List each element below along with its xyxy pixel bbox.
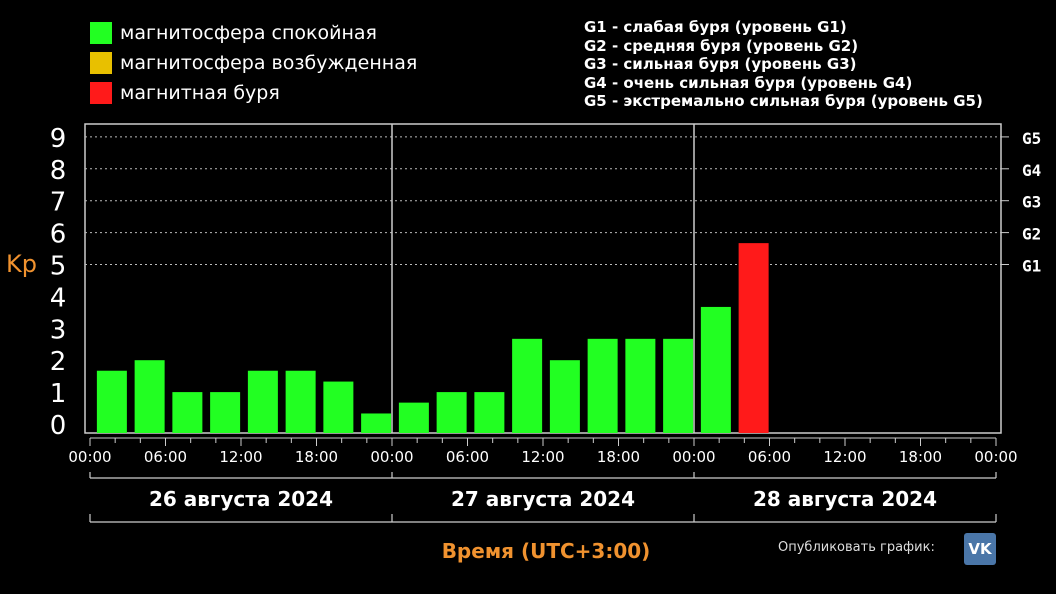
kp-bar bbox=[663, 338, 694, 433]
kp-bar bbox=[172, 392, 203, 433]
storm-level-g2: G2 - средняя буря (уровень G2) bbox=[584, 36, 859, 55]
g-level-label: G2 bbox=[1022, 225, 1041, 244]
kp-bar bbox=[625, 338, 656, 433]
day-label: 28 августа 2024 bbox=[753, 487, 937, 511]
kp-bar bbox=[738, 243, 769, 433]
vk-icon-text: VK bbox=[968, 540, 992, 558]
day-label: 27 августа 2024 bbox=[451, 487, 635, 511]
y-tick-label: 8 bbox=[50, 156, 67, 186]
plot-frame bbox=[84, 123, 1002, 434]
x-tick-label: 12:00 bbox=[521, 448, 564, 466]
x-tick-label: 18:00 bbox=[597, 448, 640, 466]
kp-bar bbox=[512, 338, 543, 433]
kp-bar bbox=[549, 360, 580, 433]
kp-bar bbox=[285, 370, 316, 433]
legend-swatch bbox=[90, 22, 112, 44]
legend-label: магнитосфера возбужденная bbox=[120, 52, 418, 74]
g-level-label: G5 bbox=[1022, 129, 1041, 148]
kp-bar bbox=[398, 402, 429, 433]
day-label: 26 августа 2024 bbox=[149, 487, 333, 511]
legend-label: магнитная буря bbox=[120, 82, 280, 104]
kp-bar bbox=[474, 392, 505, 433]
x-tick-label: 00:00 bbox=[672, 448, 715, 466]
y-tick-label: 4 bbox=[50, 283, 67, 313]
y-tick-label: 1 bbox=[50, 379, 67, 409]
x-tick-label: 12:00 bbox=[219, 448, 262, 466]
publish-label: Опубликовать график: bbox=[778, 540, 935, 555]
legend: магнитосфера спокойная магнитосфера возб… bbox=[90, 18, 417, 108]
storm-level-g1: G1 - слабая буря (уровень G1) bbox=[584, 18, 847, 36]
y-tick-label: 3 bbox=[50, 315, 67, 345]
storm-level-legend: G1 - слабая буря (уровень G1) G2 - средн… bbox=[584, 18, 983, 111]
legend-swatch bbox=[90, 82, 112, 104]
kp-bar bbox=[361, 413, 392, 433]
kp-bar bbox=[436, 392, 467, 433]
y-tick-label: 5 bbox=[50, 252, 67, 282]
y-tick-label: 7 bbox=[50, 188, 67, 218]
x-tick-label: 00:00 bbox=[974, 448, 1017, 466]
g-level-label: G1 bbox=[1022, 257, 1041, 276]
x-tick-label: 06:00 bbox=[748, 448, 791, 466]
legend-item-excited: магнитосфера возбужденная bbox=[90, 48, 417, 78]
x-tick-label: 00:00 bbox=[68, 448, 111, 466]
g-level-label: G4 bbox=[1022, 161, 1041, 180]
x-tick-label: 06:00 bbox=[144, 448, 187, 466]
storm-level-g3: G3 - сильная буря (уровень G3) bbox=[584, 55, 857, 73]
legend-label: магнитосфера спокойная bbox=[120, 22, 377, 44]
storm-level-g4: G4 - очень сильная буря (уровень G4) bbox=[584, 73, 913, 92]
x-tick-label: 06:00 bbox=[446, 448, 489, 466]
y-tick-label: 9 bbox=[50, 124, 67, 154]
g-level-label: G3 bbox=[1022, 193, 1041, 212]
y-tick-label: 6 bbox=[50, 220, 67, 250]
x-tick-label: 18:00 bbox=[295, 448, 338, 466]
kp-bar bbox=[96, 370, 127, 433]
kp-bar bbox=[587, 338, 618, 433]
legend-item-storm: магнитная буря bbox=[90, 78, 417, 108]
storm-level-g5: G5 - экстремально сильная буря (уровень … bbox=[584, 92, 983, 110]
y-tick-label: 0 bbox=[50, 411, 67, 441]
y-tick-label: 2 bbox=[50, 347, 67, 377]
legend-item-quiet: магнитосфера спокойная bbox=[90, 18, 417, 48]
vk-share-icon[interactable]: VK bbox=[964, 533, 996, 565]
legend-swatch bbox=[90, 52, 112, 74]
kp-bar bbox=[134, 360, 165, 433]
x-tick-label: 18:00 bbox=[899, 448, 942, 466]
kp-bar bbox=[323, 381, 354, 433]
kp-bar bbox=[247, 370, 278, 433]
x-tick-label: 00:00 bbox=[370, 448, 413, 466]
kp-bar bbox=[700, 306, 731, 433]
x-tick-label: 12:00 bbox=[823, 448, 866, 466]
y-axis-title: Kp bbox=[6, 250, 37, 278]
kp-bar bbox=[210, 392, 241, 433]
x-axis-title: Время (UTC+3:00) bbox=[441, 539, 651, 563]
